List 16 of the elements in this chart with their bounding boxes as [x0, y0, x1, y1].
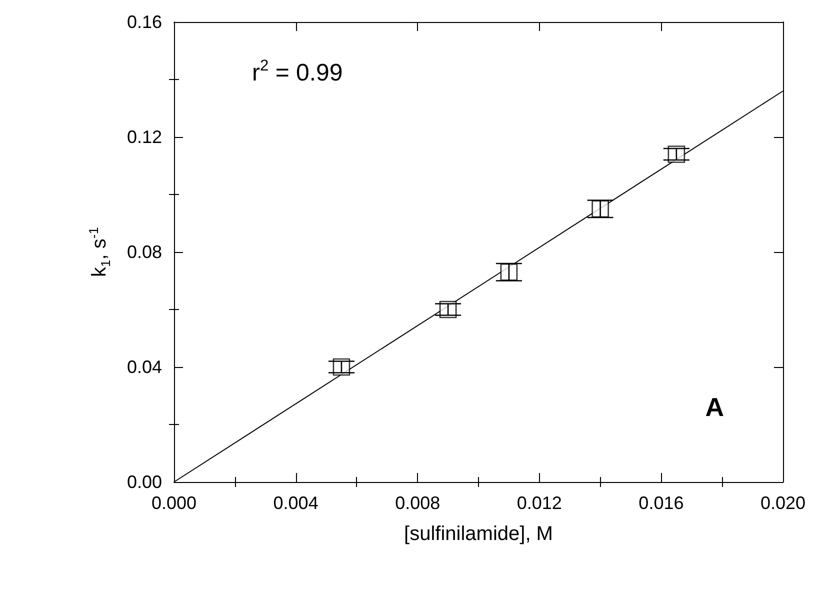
annotation: A: [705, 392, 724, 422]
y-tick-label: 0.08: [126, 242, 162, 262]
point: [592, 200, 609, 218]
y-tick-label: 0.16: [126, 12, 162, 32]
x-axis-title: [sulfinilamide], M: [404, 523, 553, 545]
point: [500, 263, 518, 281]
y-tick-label: 0.12: [126, 127, 162, 147]
x-tick-label: 0.012: [516, 493, 562, 513]
x-tick-label: 0.016: [638, 493, 684, 513]
x-tick-label: 0.008: [395, 493, 440, 513]
y-axis-title: k1, s-1: [86, 227, 113, 277]
x-tick-label: 0.004: [273, 493, 318, 513]
x-tick-label: 0.000: [151, 493, 197, 513]
y-tick-label: 0.04: [126, 357, 162, 377]
y-tick-label: 0.00: [126, 472, 162, 492]
x-tick-label: 0.020: [760, 493, 806, 513]
